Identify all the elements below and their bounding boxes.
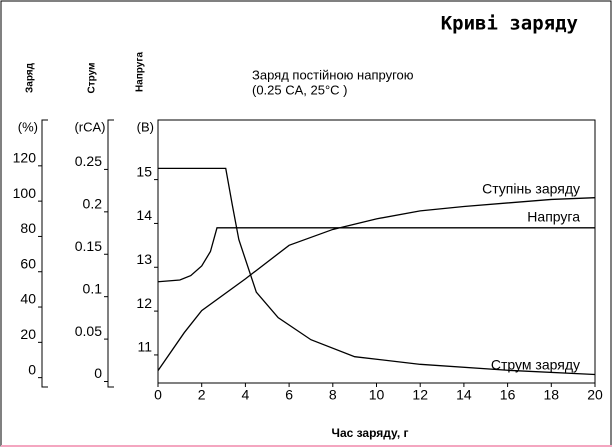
y-tick-label: 0 xyxy=(94,365,102,381)
x-tick-label: 20 xyxy=(587,387,603,403)
annotation: (0.25 CA, 25°C ) xyxy=(252,82,348,97)
y-tick-label: 12 xyxy=(136,295,152,311)
y-tick-label: 20 xyxy=(20,326,36,342)
y-tick-label: 100 xyxy=(13,185,37,201)
y-tick-label: 80 xyxy=(20,220,36,236)
chart-title: Криві заряду xyxy=(441,13,578,35)
y-tick-label: 0 xyxy=(28,361,36,377)
x-tick-label: 8 xyxy=(329,387,337,403)
series-label: Ступінь заряду xyxy=(482,181,580,197)
y-tick-label: 0.15 xyxy=(75,238,102,254)
axis-unit: (B) xyxy=(137,119,154,134)
y-tick-label: 40 xyxy=(20,291,36,307)
series-label: Струм заряду xyxy=(491,357,580,373)
x-tick-label: 2 xyxy=(198,387,206,403)
axis-name: Струм xyxy=(87,63,98,94)
x-axis-label: Час заряду, г xyxy=(332,426,409,440)
y-tick-label: 15 xyxy=(136,163,152,179)
series-line xyxy=(158,167,596,376)
series-line xyxy=(157,197,596,372)
annotation: Заряд постійною напругою xyxy=(252,67,414,82)
y-tick-label: 11 xyxy=(137,339,152,355)
series-label: Напруга xyxy=(527,209,580,225)
y-tick-label: 14 xyxy=(136,207,152,223)
x-tick-label: 0 xyxy=(154,387,162,403)
axis-line xyxy=(107,119,114,388)
x-tick-label: 4 xyxy=(242,387,250,403)
axis-unit: (%) xyxy=(18,119,38,134)
x-tick-label: 16 xyxy=(500,387,516,403)
series-line xyxy=(157,227,595,283)
y-tick-label: 0.05 xyxy=(75,323,102,339)
axis-line xyxy=(41,119,48,388)
axis-unit: (rCA) xyxy=(74,119,105,134)
y-tick-label: 60 xyxy=(20,255,36,271)
x-tick-label: 14 xyxy=(456,387,472,403)
x-tick-label: 10 xyxy=(369,387,385,403)
y-tick-label: 0.2 xyxy=(83,196,103,212)
x-tick-label: 12 xyxy=(412,387,428,403)
axis-name: Напруга xyxy=(135,52,146,93)
y-tick-label: 120 xyxy=(13,150,37,166)
axis-name: Заряд xyxy=(25,62,36,93)
x-tick-label: 18 xyxy=(544,387,560,403)
x-tick-label: 6 xyxy=(285,387,293,403)
y-tick-label: 0.1 xyxy=(83,280,103,296)
y-tick-label: 13 xyxy=(136,251,152,267)
y-tick-label: 0.25 xyxy=(75,153,102,169)
